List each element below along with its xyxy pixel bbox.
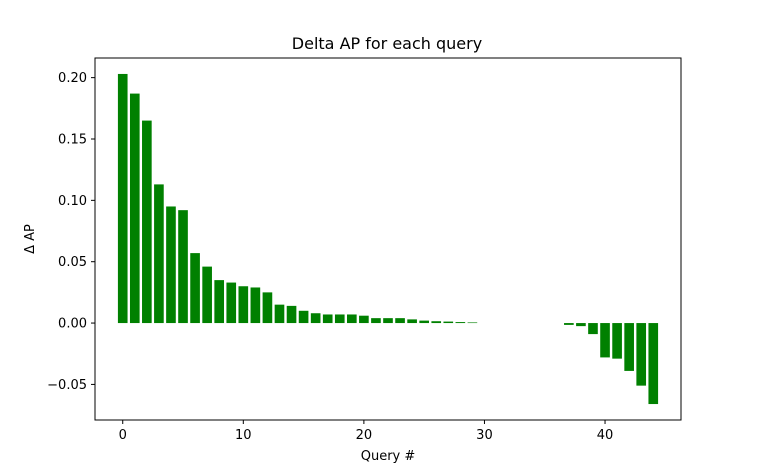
x-axis-label: Query # [361, 449, 416, 464]
x-tick-label: 40 [597, 428, 614, 443]
bar-query-2 [142, 120, 152, 324]
y-tick-label: −0.05 [47, 378, 87, 393]
plot-frame [94, 57, 682, 421]
x-tick-label: 10 [235, 428, 252, 443]
bar-query-9 [226, 282, 237, 324]
bar-query-13 [274, 304, 285, 324]
bar-query-26 [431, 321, 442, 324]
bar-query-0 [117, 73, 128, 324]
bar-query-44 [648, 323, 659, 405]
x-tick-label: 0 [119, 428, 127, 443]
bar-query-15 [298, 310, 309, 324]
bar-query-12 [262, 292, 273, 324]
chart-title: Delta AP for each query [292, 34, 482, 53]
y-axis-label: Δ AP [23, 224, 38, 254]
y-tick-label: 0.00 [58, 317, 87, 332]
y-tick-label: 0.10 [58, 194, 87, 209]
y-axis: −0.05 0.00 0.05 0.10 0.15 0.20 [47, 71, 95, 393]
y-tick-label: 0.20 [58, 71, 87, 86]
bar-query-4 [166, 206, 176, 324]
bar-query-29 [467, 322, 478, 324]
bar-query-41 [612, 323, 622, 359]
bar-query-20 [359, 315, 369, 324]
y-tick-label: 0.15 [58, 132, 87, 147]
bar-query-39 [588, 323, 598, 335]
bar-query-42 [624, 323, 634, 371]
bar-query-37 [564, 323, 574, 325]
bars-group [117, 73, 659, 405]
bar-query-25 [419, 320, 429, 324]
bar-query-43 [636, 323, 647, 386]
x-tick-label: 30 [476, 428, 493, 443]
bar-query-8 [214, 280, 225, 324]
bar-query-11 [250, 287, 261, 324]
bar-query-14 [286, 305, 297, 324]
bar-query-5 [178, 210, 188, 324]
bar-query-17 [322, 314, 333, 324]
bar-query-6 [190, 253, 200, 324]
bar-query-23 [395, 318, 405, 324]
bar-query-27 [443, 321, 454, 324]
bar-query-22 [383, 318, 393, 324]
bar-query-18 [334, 314, 345, 324]
bar-query-40 [600, 323, 610, 358]
bar-query-3 [154, 184, 164, 324]
x-axis: 0 10 20 30 40 [119, 420, 614, 443]
bar-query-28 [455, 322, 466, 324]
bar-query-1 [129, 93, 140, 324]
bar-query-21 [371, 318, 381, 324]
bar-query-7 [202, 266, 212, 324]
bar-query-38 [576, 323, 586, 327]
bar-query-24 [407, 319, 417, 324]
y-tick-label: 0.05 [58, 255, 87, 270]
x-tick-label: 20 [356, 428, 373, 443]
bar-query-16 [310, 313, 321, 324]
bar-query-10 [238, 286, 249, 324]
bar-query-19 [347, 314, 357, 324]
